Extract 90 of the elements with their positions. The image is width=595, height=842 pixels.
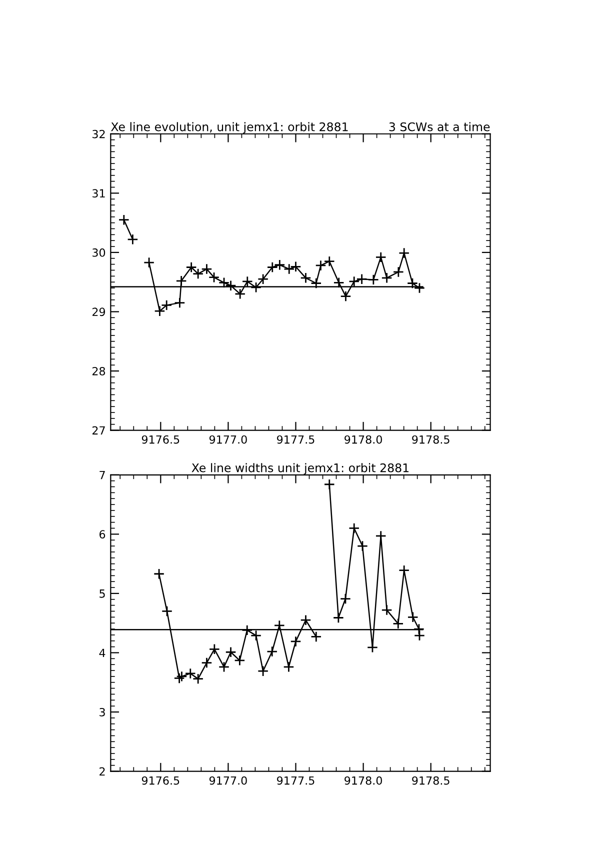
point: [192, 673, 204, 684]
point: [300, 614, 312, 626]
point: [184, 668, 196, 680]
chart-title: Xe line evolution, unit jemx1: orbit 2881: [111, 122, 348, 134]
point: [174, 297, 186, 308]
y-tick-label: 32: [92, 130, 105, 138]
x-tick-label: 9178.5: [412, 435, 450, 444]
point: [218, 277, 230, 288]
point: [340, 290, 352, 302]
point: [250, 630, 262, 642]
point: [218, 661, 230, 672]
point: [176, 670, 188, 682]
y-tick-label: 3: [100, 708, 105, 716]
y-tick-label: 6: [100, 530, 106, 539]
point: [340, 593, 352, 604]
point: [208, 272, 220, 283]
point: [161, 606, 173, 617]
x-tick-label: 9177.5: [277, 776, 314, 785]
x-tick-label: 9178.5: [412, 776, 450, 785]
point: [368, 274, 379, 286]
point: [258, 666, 269, 677]
y-tick-label: 30: [92, 248, 106, 257]
point: [174, 672, 185, 684]
y-tick-label: 27: [92, 426, 105, 434]
point: [274, 620, 285, 632]
x-tick-label: 9178.0: [344, 776, 382, 785]
point: [266, 646, 278, 658]
point: [348, 522, 360, 534]
point: [310, 278, 322, 289]
point: [208, 644, 220, 655]
point: [225, 646, 236, 658]
point: [366, 642, 378, 653]
point: [176, 275, 187, 286]
point: [315, 260, 326, 272]
point: [356, 540, 368, 552]
point: [283, 661, 294, 672]
y-tick-label: 28: [92, 366, 106, 376]
point: [225, 280, 236, 292]
point: [143, 256, 155, 268]
point: [192, 268, 204, 280]
y-tick-label: 31: [92, 189, 105, 198]
text: 3 SCWs at a time: [389, 122, 490, 132]
point: [332, 612, 344, 624]
point: [333, 277, 344, 288]
point: [413, 623, 425, 635]
point: [375, 530, 386, 542]
y-tick-label: 2: [100, 767, 105, 776]
point: [186, 262, 197, 273]
point: [201, 263, 212, 275]
point: [324, 256, 335, 267]
point: [153, 568, 165, 580]
y-tick-label: 29: [92, 308, 106, 316]
point: [324, 478, 335, 490]
point: [381, 272, 392, 284]
point: [266, 262, 278, 273]
x-tick-label: 9176.5: [142, 776, 180, 785]
x-tick-label: 9177.0: [209, 776, 247, 785]
y-tick-label: 4: [99, 648, 106, 657]
y-tick-label: 5: [100, 590, 105, 598]
x-tick-label: 9177.5: [277, 435, 314, 444]
point: [118, 214, 130, 226]
point: [201, 657, 212, 668]
point: [356, 274, 368, 285]
point: [234, 288, 246, 300]
point: [414, 630, 426, 642]
x-tick-label: 9177.0: [209, 435, 247, 444]
point: [242, 624, 253, 636]
point: [274, 259, 286, 270]
point: [398, 564, 410, 576]
point: [414, 282, 426, 294]
point: [381, 604, 392, 616]
point: [407, 612, 418, 623]
point: [290, 636, 302, 648]
point: [375, 252, 386, 263]
point: [127, 234, 138, 245]
point: [250, 282, 262, 293]
point: [300, 272, 312, 284]
point: [398, 247, 410, 259]
point: [234, 654, 246, 666]
chart-title: Xe line widths unit jemx1: orbit 2881: [192, 463, 409, 475]
point: [392, 266, 404, 278]
point: [406, 278, 418, 289]
point: [348, 276, 360, 288]
point: [242, 276, 253, 288]
point: [392, 618, 404, 630]
y-tick-label: 7: [100, 471, 105, 480]
point: [310, 631, 322, 642]
x-tick-label: 9176.5: [142, 435, 180, 444]
x-tick-label: 9178.0: [344, 435, 382, 444]
point: [258, 274, 269, 285]
